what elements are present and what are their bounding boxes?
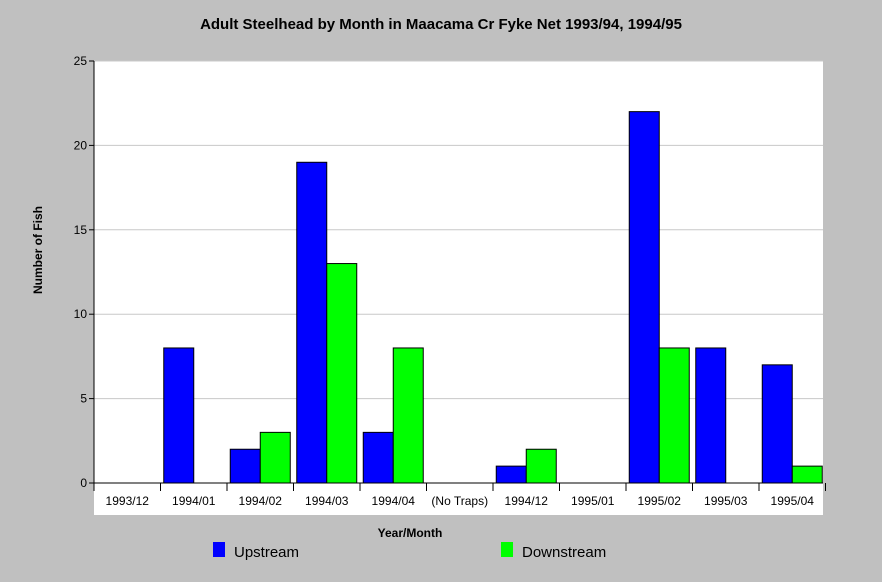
x-tick-label: (No Traps) — [431, 494, 488, 508]
legend-swatch-downstream — [501, 542, 513, 557]
bar-upstream — [695, 347, 727, 484]
y-tick-label: 15 — [74, 223, 88, 237]
bar-downstream — [791, 465, 823, 484]
x-tick-labels: 1993/12 1994/01 1994/02 1994/03 1994/04 (No T… — [106, 494, 815, 508]
y-tick-label: 0 — [80, 476, 87, 490]
x-tick-label: 1995/02 — [638, 494, 682, 508]
y-tick-label: 5 — [80, 392, 87, 406]
bar-downstream — [326, 263, 358, 484]
x-tick-label: 1994/02 — [239, 494, 283, 508]
x-tick-label: 1995/01 — [571, 494, 615, 508]
x-tick-label: 1995/03 — [704, 494, 748, 508]
x-tick-label: 1994/04 — [372, 494, 416, 508]
y-tick-label: 10 — [74, 307, 88, 321]
bar-downstream — [259, 431, 291, 484]
y-tick-label: 25 — [74, 54, 88, 68]
bar-upstream — [163, 347, 195, 484]
x-tick-label: 1993/12 — [106, 494, 150, 508]
x-tick-label: 1994/03 — [305, 494, 349, 508]
x-axis-title: Year/Month — [378, 526, 443, 540]
axes — [89, 60, 826, 491]
x-tick-label: 1995/04 — [771, 494, 815, 508]
chart-title: Adult Steelhead by Month in Maacama Cr F… — [200, 16, 682, 33]
x-tick-label: 1994/12 — [505, 494, 549, 508]
y-tick-labels: 0 5 10 15 20 25 — [74, 54, 88, 490]
bar-downstream — [658, 347, 690, 484]
legend-swatch-upstream — [213, 542, 225, 557]
bar-upstream — [296, 161, 328, 484]
legend-label-downstream: Downstream — [522, 544, 606, 561]
y-axis-title: Number of Fish — [31, 206, 45, 294]
legend: Upstream Downstream — [213, 542, 606, 561]
legend-label-upstream: Upstream — [234, 544, 299, 561]
bar-upstream — [362, 431, 394, 484]
bar-downstream — [392, 347, 424, 484]
bar-upstream — [761, 364, 793, 484]
bar-downstream — [525, 448, 557, 484]
bar-series — [163, 111, 823, 484]
bar-upstream — [628, 111, 660, 484]
bar-upstream — [229, 448, 261, 484]
bar-upstream — [495, 465, 527, 484]
y-tick-label: 20 — [74, 138, 88, 152]
x-tick-label: 1994/01 — [172, 494, 216, 508]
